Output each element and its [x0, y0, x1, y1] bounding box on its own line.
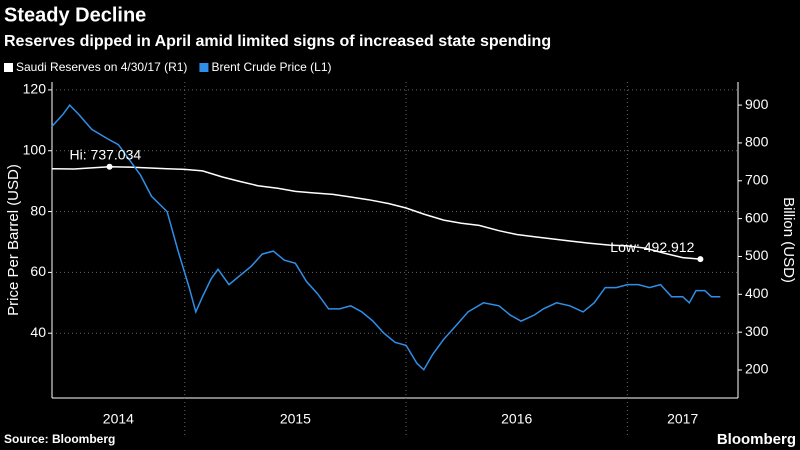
y2-tick-label: 400 [745, 285, 769, 301]
series-line [51, 166, 701, 260]
annotation-dot [106, 163, 113, 170]
y2-tick-label: 500 [745, 247, 769, 263]
x-tick-label: 2017 [667, 411, 698, 427]
source: Source: Bloomberg [4, 432, 115, 446]
legend-label: Saudi Reserves on 4/30/17 (R1) [16, 60, 187, 74]
y2-tick-label: 700 [745, 171, 769, 187]
y2-tick-label: 300 [745, 323, 769, 339]
x-tick-label: 2015 [280, 411, 311, 427]
y-tick-label: 40 [30, 324, 46, 340]
brand: Bloomberg [717, 431, 796, 448]
annotation-dot [697, 256, 704, 263]
annotation-label: Low: 492.912 [610, 239, 694, 255]
y2-tick-label: 600 [745, 209, 769, 225]
chart-title: Steady Decline [4, 4, 146, 26]
y-tick-label: 80 [30, 202, 46, 218]
x-tick-label: 2016 [501, 411, 532, 427]
y2-tick-label: 800 [745, 134, 769, 150]
y-tick-label: 100 [23, 141, 47, 157]
y-tick-label: 120 [23, 81, 47, 97]
y-tick-label: 60 [30, 263, 46, 279]
y2-tick-label: 200 [745, 361, 769, 377]
legend-swatch [199, 63, 209, 72]
annotation-label: Hi: 737.034 [70, 146, 142, 162]
legend-swatch [4, 63, 13, 72]
y2-axis-label: Billion (USD) [780, 197, 797, 283]
x-tick-label: 2014 [103, 411, 134, 427]
chart-subtitle: Reserves dipped in April amid limited si… [4, 33, 551, 50]
legend-label: Brent Crude Price (L1) [211, 60, 331, 74]
y-axis-label: Price Per Barrel (USD) [5, 164, 22, 316]
y2-tick-label: 900 [745, 96, 769, 112]
series-line [51, 103, 721, 371]
